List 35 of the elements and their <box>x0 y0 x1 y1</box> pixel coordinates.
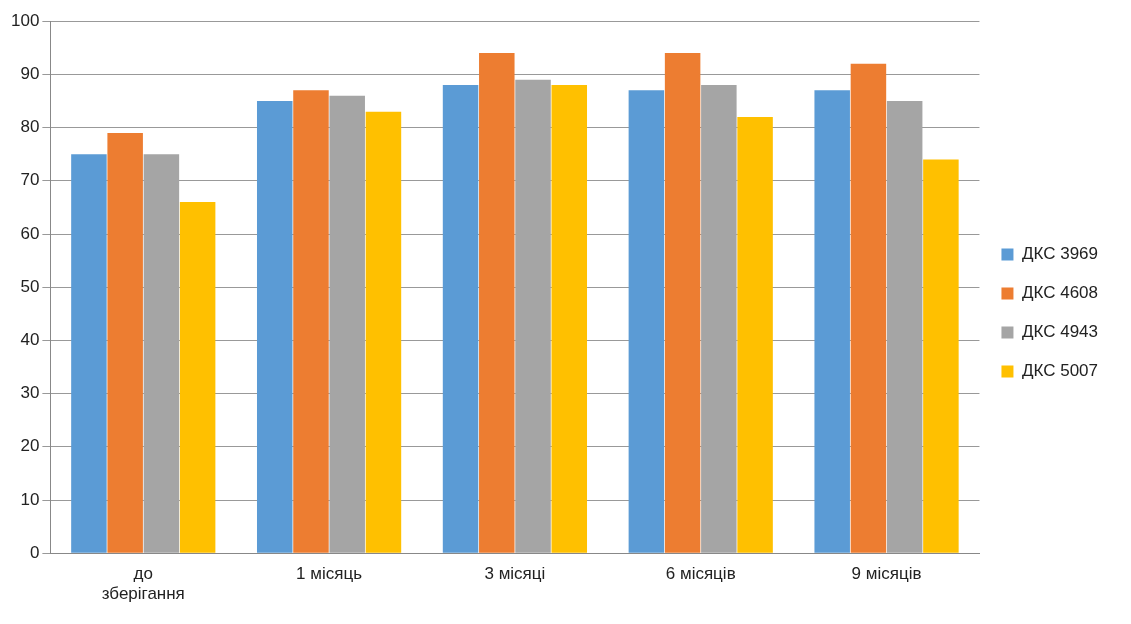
bar <box>293 90 329 553</box>
bar <box>850 63 887 553</box>
y-tick-label: 10 <box>20 489 40 509</box>
bar <box>107 132 143 553</box>
bar <box>664 53 701 553</box>
x-tick-label: до зберігання <box>101 564 185 604</box>
x-tick-label: 9 місяців <box>851 564 922 584</box>
legend-label: ДКС 5007 <box>1021 361 1098 381</box>
bar <box>628 90 665 553</box>
x-tick-label: 1 місяць <box>296 564 363 584</box>
bar <box>479 53 515 553</box>
y-tick-label: 60 <box>20 223 40 243</box>
y-tick-label: 20 <box>20 436 40 456</box>
bar <box>179 202 216 553</box>
legend-label: ДКС 4608 <box>1021 283 1098 303</box>
y-tick-label: 0 <box>29 542 40 562</box>
bar <box>814 90 850 553</box>
bar <box>923 159 959 553</box>
y-tick-label: 80 <box>20 117 40 137</box>
y-tick-label: 70 <box>20 170 40 190</box>
y-tick-label: 30 <box>20 383 40 403</box>
legend-label: ДКС 3969 <box>1021 244 1098 264</box>
y-tick-label: 100 <box>10 10 40 30</box>
y-tick-label: 50 <box>20 276 40 296</box>
bar <box>551 85 588 553</box>
bar <box>737 116 773 553</box>
bar <box>71 154 107 553</box>
x-tick-label: 3 місяці <box>484 564 546 584</box>
x-tick-label: 6 місяців <box>665 564 736 584</box>
y-tick-label: 40 <box>20 330 40 350</box>
legend-label: ДКС 4943 <box>1021 322 1098 342</box>
y-tick-label: 90 <box>20 64 40 84</box>
bar <box>442 85 479 553</box>
bar <box>256 101 293 553</box>
bar <box>365 111 402 553</box>
